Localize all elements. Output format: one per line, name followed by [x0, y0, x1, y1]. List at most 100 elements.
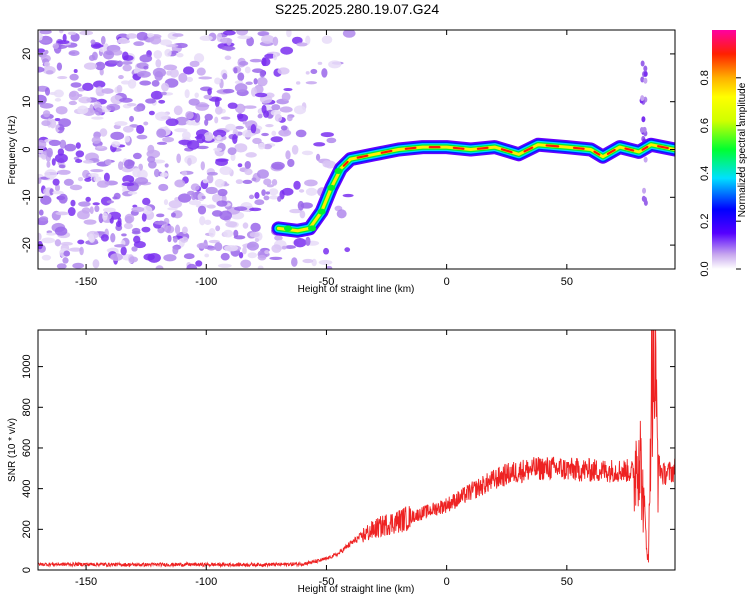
noise-blob [83, 62, 98, 70]
noise-blob [68, 50, 80, 57]
ridge-red-peak [606, 148, 616, 155]
noise-blob [112, 196, 118, 200]
noise-blob [176, 153, 181, 164]
noise-blob [141, 226, 151, 233]
noise-blob [172, 244, 182, 250]
noise-blob [336, 209, 347, 219]
noise-blob [163, 254, 177, 262]
snr-y-axis-label: SNR (10 * v/v) [7, 418, 18, 482]
noise-blob [59, 139, 67, 149]
noise-blob [103, 172, 110, 182]
noise-blob [257, 113, 263, 119]
noise-blob [178, 72, 188, 83]
noise-blob [222, 30, 236, 36]
noise-blob [313, 142, 326, 147]
y-tick-label: -20 [21, 237, 33, 253]
noise-blob [195, 260, 203, 267]
noise-blob [147, 144, 155, 154]
noise-blob [188, 98, 200, 106]
noise-blob [116, 38, 130, 44]
noise-blob [194, 113, 201, 123]
noise-blob [271, 161, 285, 170]
noise-blob [116, 60, 123, 67]
noise-blob [104, 158, 112, 166]
noise-blob [174, 42, 188, 49]
noise-blob [139, 80, 152, 86]
ridge-green-blob [283, 225, 292, 232]
noise-blob [56, 40, 70, 45]
noise-blob [111, 141, 121, 148]
noise-blob [198, 76, 213, 80]
noise-blob [214, 178, 225, 188]
noise-blob [163, 64, 178, 71]
noise-blob [90, 169, 104, 173]
noise-blob [77, 239, 85, 245]
ridge-red-peak [523, 146, 534, 153]
x-tick-label: 50 [561, 576, 573, 588]
noise-blob [41, 237, 56, 244]
noise-blob [344, 247, 351, 253]
noise-blob [108, 211, 122, 220]
noise-blob [110, 232, 116, 243]
noise-blob [643, 70, 648, 77]
noise-blob [132, 152, 142, 160]
noise-blob [57, 169, 71, 175]
noise-blob [57, 126, 65, 131]
noise-blob [106, 103, 121, 111]
noise-blob [296, 42, 308, 47]
noise-blob [44, 61, 51, 68]
noise-blob [141, 212, 147, 222]
snr-frame [37, 329, 676, 571]
noise-blob [162, 136, 175, 143]
noise-blob [216, 200, 228, 207]
noise-blob [132, 167, 141, 178]
noise-blob [285, 150, 291, 160]
snr-x-axis-label: Height of straight line (km) [298, 584, 415, 595]
x-tick-label: -50 [318, 276, 334, 288]
x-tick-label: 0 [444, 276, 450, 288]
noise-blob [146, 32, 155, 38]
noise-blob [230, 153, 236, 161]
noise-blob [261, 34, 275, 44]
y-tick-label: 0 [21, 567, 33, 573]
noise-blob [121, 233, 127, 237]
noise-blob [38, 177, 42, 184]
noise-blob [38, 209, 44, 216]
noise-blob [640, 76, 645, 83]
noise-blob [253, 78, 258, 85]
noise-blob [224, 244, 239, 252]
noise-blob [156, 213, 165, 218]
noise-blob [180, 236, 189, 243]
noise-blob [219, 210, 233, 221]
noise-blob [254, 238, 260, 243]
noise-blob [206, 204, 216, 209]
noise-blob [234, 83, 248, 93]
x-tick-label: -100 [195, 276, 217, 288]
noise-blob [96, 91, 105, 97]
noise-blob [139, 72, 145, 77]
ridge-red-peak [380, 149, 393, 154]
noise-blob [41, 120, 51, 127]
noise-blob [244, 168, 253, 176]
y-tick-label: 20 [21, 48, 33, 60]
noise-blob [100, 234, 109, 242]
noise-blob [88, 173, 99, 178]
noise-blob [289, 208, 303, 214]
noise-blob [293, 180, 301, 190]
noise-blob [38, 48, 46, 54]
noise-blob [246, 241, 259, 251]
noise-blob [124, 135, 131, 143]
x-tick-label: -100 [195, 576, 217, 588]
noise-blob [53, 89, 64, 98]
noise-blob [75, 150, 85, 158]
ridge-red-peak [641, 145, 649, 151]
noise-blob [328, 60, 342, 69]
noise-blob [242, 222, 249, 229]
noise-blob [127, 191, 138, 195]
noise-blob [639, 127, 644, 134]
noise-blob [261, 57, 267, 67]
noise-blob [301, 150, 314, 156]
noise-blob [240, 259, 252, 269]
noise-blob [299, 210, 306, 219]
noise-blob [214, 77, 221, 85]
